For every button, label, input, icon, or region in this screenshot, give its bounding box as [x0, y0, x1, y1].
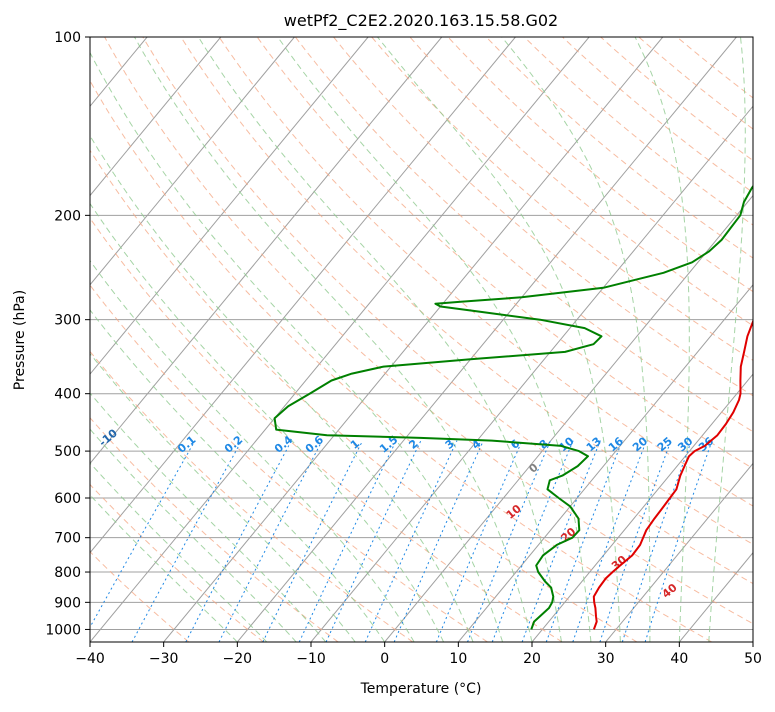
- y-tick-label: 300: [54, 313, 81, 329]
- x-tick-label: −10: [296, 651, 326, 667]
- chart-title: wetPf2_C2E2.2020.163.15.58.G02: [284, 11, 558, 31]
- y-tick-label: 900: [54, 595, 81, 611]
- x-tick-label: 30: [597, 651, 615, 667]
- x-tick-label: −40: [75, 651, 105, 667]
- y-tick-label: 700: [54, 531, 81, 547]
- y-tick-label: 600: [54, 491, 81, 507]
- y-tick-label: 100: [54, 30, 81, 46]
- x-tick-label: 50: [744, 651, 762, 667]
- x-tick-label: 20: [523, 651, 541, 667]
- x-tick-label: −30: [149, 651, 179, 667]
- x-tick-label: 10: [449, 651, 467, 667]
- x-axis-label: Temperature (°C): [360, 681, 482, 697]
- x-tick-label: −20: [223, 651, 253, 667]
- y-tick-label: 400: [54, 387, 81, 403]
- x-tick-label: 0: [380, 651, 389, 667]
- y-tick-label: 1000: [45, 622, 81, 638]
- y-tick-label: 800: [54, 565, 81, 581]
- y-tick-label: 500: [54, 444, 81, 460]
- x-tick-label: 40: [670, 651, 688, 667]
- y-axis-label: Pressure (hPa): [12, 290, 28, 390]
- y-tick-label: 200: [54, 208, 81, 224]
